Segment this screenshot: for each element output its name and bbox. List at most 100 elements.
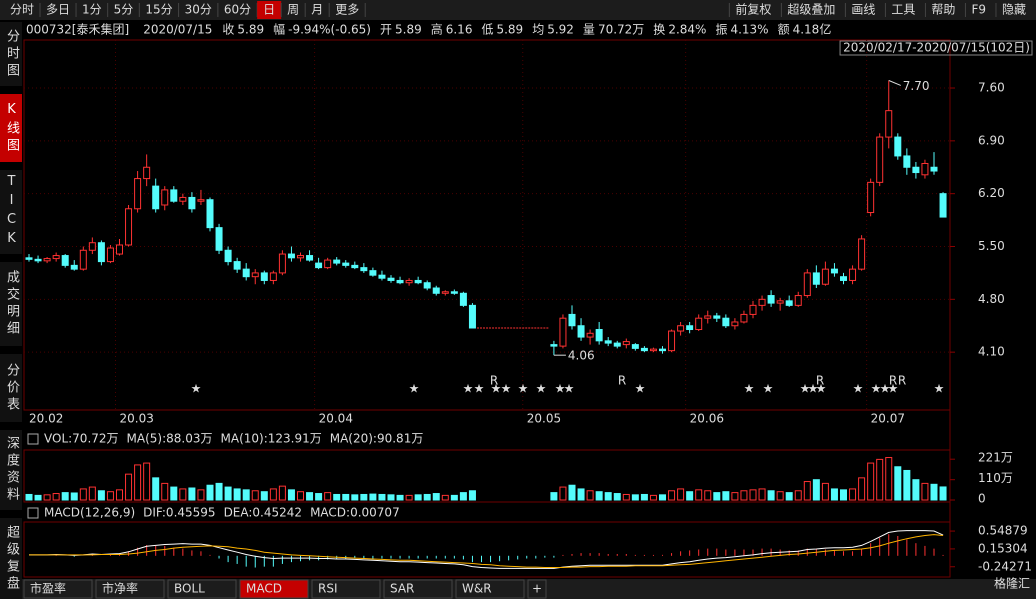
toolbar-button[interactable]: 帮助 <box>931 3 955 17</box>
candle-body <box>297 255 304 259</box>
toolbar-button[interactable]: 日 <box>263 3 275 17</box>
candle-body <box>278 253 286 274</box>
toolbar-button[interactable]: 工具 <box>891 3 915 17</box>
volume-bar <box>143 462 151 501</box>
volume-bar <box>215 482 223 501</box>
candle-body <box>722 317 730 327</box>
info-label: 额 <box>778 23 790 37</box>
candle-body <box>803 272 811 297</box>
x-tick-label: 20.04 <box>319 412 353 426</box>
volume-bar <box>423 493 431 501</box>
candle-body <box>97 242 105 263</box>
indicator-header: DIF:0.45595 <box>143 506 215 520</box>
signal-star: ★ <box>816 382 827 396</box>
volume-bar <box>369 493 377 501</box>
info-value: 4.18亿 <box>793 22 832 37</box>
info-label: 收 <box>222 23 234 37</box>
toolbar-button[interactable]: 隐藏 <box>1002 3 1026 17</box>
info-value: -9.94%(-0.65) <box>288 23 371 37</box>
toolbar-button[interactable]: 更多 <box>335 3 359 17</box>
date: 2020/07/15 <box>143 23 212 37</box>
bottom-tab-bg <box>455 579 525 599</box>
volume-bar <box>812 479 820 501</box>
toolbar-button[interactable]: 画线 <box>851 3 875 17</box>
volume-bar <box>297 491 304 501</box>
y-tick-label: 0 <box>978 492 986 506</box>
volume-bar <box>269 488 277 501</box>
bottom-tab[interactable]: 市盈率 <box>30 581 66 596</box>
candle-body <box>740 313 748 323</box>
candle-body <box>251 272 259 278</box>
volume-bar <box>903 469 911 501</box>
candle-body <box>649 348 657 352</box>
candle-body <box>134 178 142 210</box>
bottom-tab[interactable]: + <box>532 582 542 596</box>
volume-bar <box>731 492 739 501</box>
candle-body <box>387 277 395 281</box>
y-tick-label: -0.24271 <box>978 559 1032 573</box>
indicator-header: MA(5):88.03万 <box>127 432 213 446</box>
candle-body <box>306 255 314 261</box>
volume-bar <box>776 491 784 501</box>
candle-body <box>369 270 377 276</box>
side-tab[interactable]: 成交明细 <box>0 262 22 346</box>
bottom-tab[interactable]: MACD <box>246 582 282 596</box>
bottom-tab[interactable]: BOLL <box>174 582 205 596</box>
candle-body <box>840 276 847 281</box>
volume-bar <box>61 492 69 501</box>
volume-bar <box>459 492 467 501</box>
toolbar-button[interactable]: 多日 <box>46 3 70 17</box>
volume-bar <box>749 489 757 501</box>
toolbar-button[interactable]: 月 <box>311 3 323 17</box>
candle-body <box>577 325 585 338</box>
volume-bar <box>333 493 341 501</box>
candle-body <box>876 136 884 183</box>
bottom-tab[interactable]: RSI <box>318 582 338 596</box>
side-tab[interactable]: 超级复盘 <box>0 518 22 599</box>
toolbar-button[interactable]: 周 <box>287 3 299 17</box>
y-tick-label: 221万 <box>978 451 1013 465</box>
volume-bar <box>315 493 323 501</box>
side-tab[interactable]: 分价表 <box>0 354 22 422</box>
info-value: 4.13% <box>730 23 768 37</box>
stock-code: 000732[泰禾集团] <box>26 22 129 37</box>
volume-bar <box>649 494 657 501</box>
volume-bar <box>52 493 60 501</box>
toolbar-button[interactable]: 30分 <box>185 3 212 17</box>
side-tab[interactable]: 分时图 <box>0 22 22 86</box>
side-tab[interactable]: K线图 <box>0 94 22 162</box>
signal-star: ★ <box>474 382 485 396</box>
side-tab[interactable]: TICK <box>0 170 22 254</box>
signal-r: R <box>898 374 906 388</box>
toolbar-button[interactable]: F9 <box>971 3 986 17</box>
date-range-box <box>839 40 1033 56</box>
toolbar-button[interactable]: 15分 <box>145 3 172 17</box>
y-tick-label: 5.50 <box>978 239 1005 253</box>
toolbar-button[interactable]: 60分 <box>224 3 251 17</box>
signal-star: ★ <box>518 382 529 396</box>
candle-body <box>179 196 187 202</box>
toolbar-button[interactable]: 超级叠加 <box>787 2 835 17</box>
toolbar-button[interactable]: 前复权 <box>735 2 771 17</box>
info-label: 量 <box>583 23 595 37</box>
signal-star: ★ <box>491 382 502 396</box>
side-tab[interactable]: 深度资料 <box>0 430 22 510</box>
volume-bar <box>179 488 187 501</box>
volume-bar <box>450 494 458 501</box>
indicator-header: MACD(12,26,9) <box>44 506 135 520</box>
bottom-tab[interactable]: 市净率 <box>102 581 138 596</box>
volume-bar <box>668 490 676 501</box>
bottom-tab[interactable]: SAR <box>390 582 414 596</box>
candle-body <box>586 332 594 338</box>
candle-body <box>903 155 911 168</box>
toolbar-button[interactable]: 1分 <box>82 3 102 17</box>
candle-body <box>79 249 87 270</box>
toolbar-button[interactable]: 5分 <box>114 3 134 17</box>
volume-bar <box>840 489 847 501</box>
bottom-tab[interactable]: W&R <box>462 582 492 596</box>
volume-bar <box>260 491 268 501</box>
candle-body <box>432 287 440 294</box>
panel-icon <box>27 433 39 445</box>
volume-bar <box>849 488 857 501</box>
toolbar-button[interactable]: 分时 <box>10 3 34 17</box>
